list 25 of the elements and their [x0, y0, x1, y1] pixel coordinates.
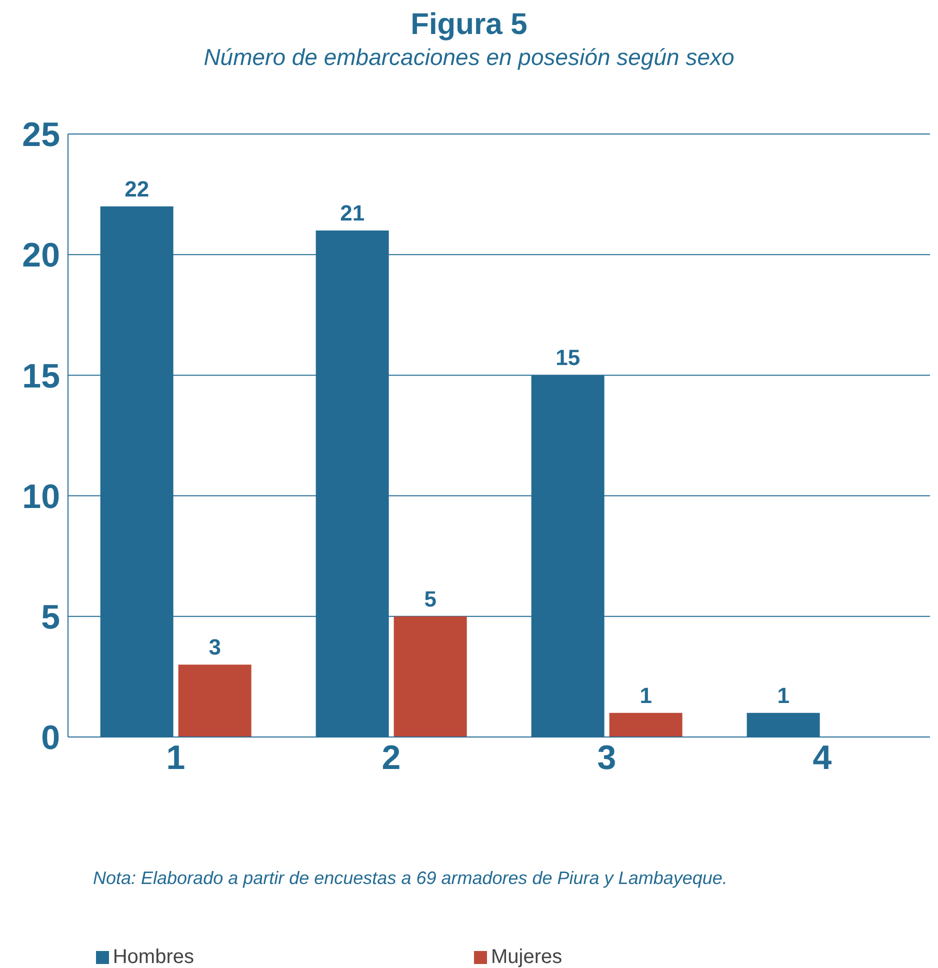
x-tick-label: 1	[166, 739, 186, 778]
data-label: 1	[640, 682, 652, 708]
bar	[394, 616, 467, 737]
y-tick-label: 5	[41, 598, 60, 636]
y-tick-label: 25	[22, 116, 60, 154]
data-label: 21	[340, 200, 365, 226]
chart-subtitle: Número de embarcaciones en posesión según sexo	[202, 44, 736, 72]
x-tick-label: 4	[812, 739, 832, 778]
bar	[609, 712, 682, 737]
data-label: 1	[777, 682, 790, 708]
x-tick-label: 3	[597, 739, 616, 778]
bar	[178, 664, 252, 737]
y-tick-label: 0	[41, 719, 60, 758]
text: Nota: Elaborado a partir de encuestas a 69 armadores de Piura y Lambayeque.	[93, 868, 728, 889]
data-label: 3	[208, 634, 221, 660]
y-tick-label: 20	[22, 236, 60, 275]
y-tick-label: 10	[22, 478, 60, 516]
data-label: 15	[556, 345, 580, 370]
x-tick-label: 2	[382, 739, 401, 778]
y-tick-label: 15	[22, 357, 60, 396]
chart-title: Figura 5	[410, 8, 528, 42]
legend-label: Mujeres	[491, 946, 562, 968]
data-label: 22	[124, 176, 150, 202]
legend-label: Hombres	[112, 946, 194, 968]
data-label: 5	[424, 586, 436, 612]
